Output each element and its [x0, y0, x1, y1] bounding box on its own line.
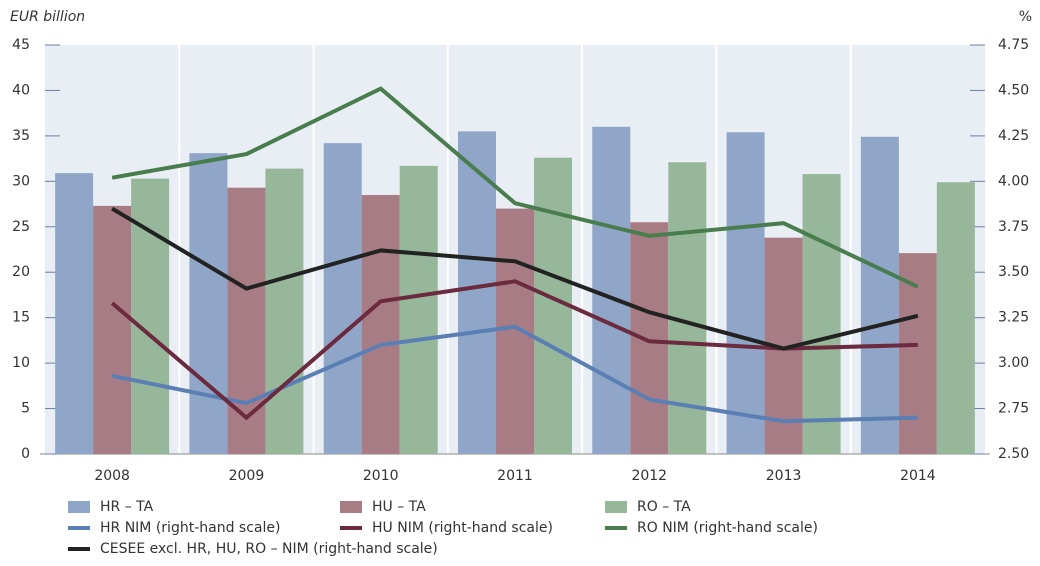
legend-label: RO NIM (right-hand scale) — [637, 520, 818, 536]
bar — [496, 208, 534, 454]
x-tick-label: 2010 — [363, 468, 399, 484]
y2-tick-label: 3.00 — [998, 355, 1029, 371]
bar — [458, 131, 496, 454]
legend-label: CESEE excl. HR, HU, RO – NIM (right-hand… — [100, 541, 438, 557]
x-tick-label: 2012 — [631, 468, 667, 484]
line — [111, 206, 919, 351]
x-tick-label: 2011 — [497, 468, 533, 484]
bar — [668, 162, 707, 454]
line — [111, 86, 919, 289]
y-tick-label: 30 — [12, 173, 30, 189]
x-tick-label: 2009 — [229, 468, 265, 484]
bar — [936, 182, 975, 454]
y2-tick-label: 4.75 — [998, 37, 1029, 53]
bar — [55, 173, 94, 455]
y-tick-label: 25 — [12, 219, 30, 235]
legend-swatch — [68, 501, 90, 513]
bar — [361, 194, 400, 454]
y2-tick-label: 4.50 — [998, 82, 1029, 98]
y2-tick-label: 3.25 — [998, 310, 1029, 326]
y2-tick-label: 3.75 — [998, 219, 1029, 235]
bar — [323, 143, 362, 454]
y2-axis-label: % — [1019, 9, 1032, 25]
bar — [399, 165, 438, 455]
bar — [265, 168, 304, 454]
y-tick-label: 40 — [12, 82, 30, 98]
y2-tick-label: 2.50 — [998, 446, 1029, 462]
legend-label: HU NIM (right-hand scale) — [372, 520, 553, 536]
y-tick-label: 10 — [12, 355, 30, 371]
bar — [802, 174, 841, 454]
y-tick-label: 45 — [12, 37, 30, 53]
legend-label: HR – TA — [100, 499, 154, 515]
y2-tick-label: 3.50 — [998, 264, 1029, 280]
bar — [860, 136, 899, 454]
legend-swatch — [340, 501, 362, 513]
bar — [93, 205, 132, 454]
line — [111, 324, 918, 424]
legend-label: RO – TA — [637, 499, 691, 515]
y-tick-label: 5 — [21, 401, 30, 417]
y-tick-label: 20 — [12, 264, 30, 280]
legend-swatch — [605, 501, 627, 513]
bar — [630, 222, 669, 454]
bar — [189, 153, 228, 454]
x-tick-label: 2008 — [94, 468, 130, 484]
bar — [227, 187, 266, 454]
y2-tick-label: 4.00 — [998, 173, 1029, 189]
bar — [592, 126, 631, 455]
x-tick-label: 2013 — [766, 468, 802, 484]
bar — [726, 132, 765, 454]
y2-tick-label: 2.75 — [998, 401, 1029, 417]
bar — [898, 253, 937, 454]
y-tick-label: 0 — [21, 446, 30, 462]
bar — [131, 178, 170, 454]
legend-label: HR NIM (right-hand scale) — [100, 520, 280, 536]
y-tick-label: 15 — [12, 310, 30, 326]
y-tick-label: 35 — [12, 128, 30, 144]
legend-label: HU – TA — [372, 499, 426, 515]
x-tick-label: 2014 — [900, 468, 936, 484]
y-axis-label: EUR billion — [10, 9, 85, 25]
y2-tick-label: 4.25 — [998, 128, 1029, 144]
